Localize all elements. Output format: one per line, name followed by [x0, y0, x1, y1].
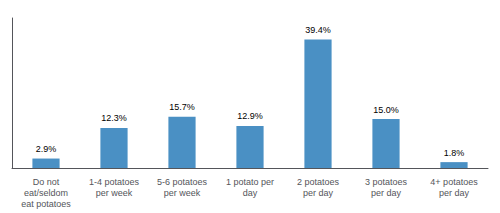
- svg-text:2 potatoes: 2 potatoes: [297, 177, 340, 187]
- svg-text:12.9%: 12.9%: [237, 111, 263, 121]
- svg-text:per week: per week: [164, 188, 201, 198]
- svg-text:1-4 potatoes: 1-4 potatoes: [89, 177, 140, 187]
- svg-text:Do not: Do not: [33, 177, 60, 187]
- svg-text:2.9%: 2.9%: [36, 144, 57, 154]
- svg-text:1 potato per: 1 potato per: [226, 177, 274, 187]
- svg-text:eat/seldom: eat/seldom: [24, 188, 68, 198]
- svg-text:5-6 potatoes: 5-6 potatoes: [157, 177, 208, 187]
- svg-text:15.0%: 15.0%: [373, 105, 399, 115]
- svg-text:per day: per day: [303, 188, 334, 198]
- svg-text:15.7%: 15.7%: [169, 102, 195, 112]
- svg-text:per day: per day: [439, 188, 470, 198]
- svg-text:39.4%: 39.4%: [305, 25, 331, 35]
- svg-text:4+ potatoes: 4+ potatoes: [430, 177, 478, 187]
- svg-text:eat potatoes: eat potatoes: [21, 199, 71, 209]
- svg-text:3 potatoes: 3 potatoes: [365, 177, 408, 187]
- svg-text:day: day: [243, 188, 258, 198]
- svg-text:1.8%: 1.8%: [444, 148, 465, 158]
- svg-text:per day: per day: [371, 188, 402, 198]
- svg-text:12.3%: 12.3%: [101, 113, 127, 123]
- svg-text:per week: per week: [96, 188, 133, 198]
